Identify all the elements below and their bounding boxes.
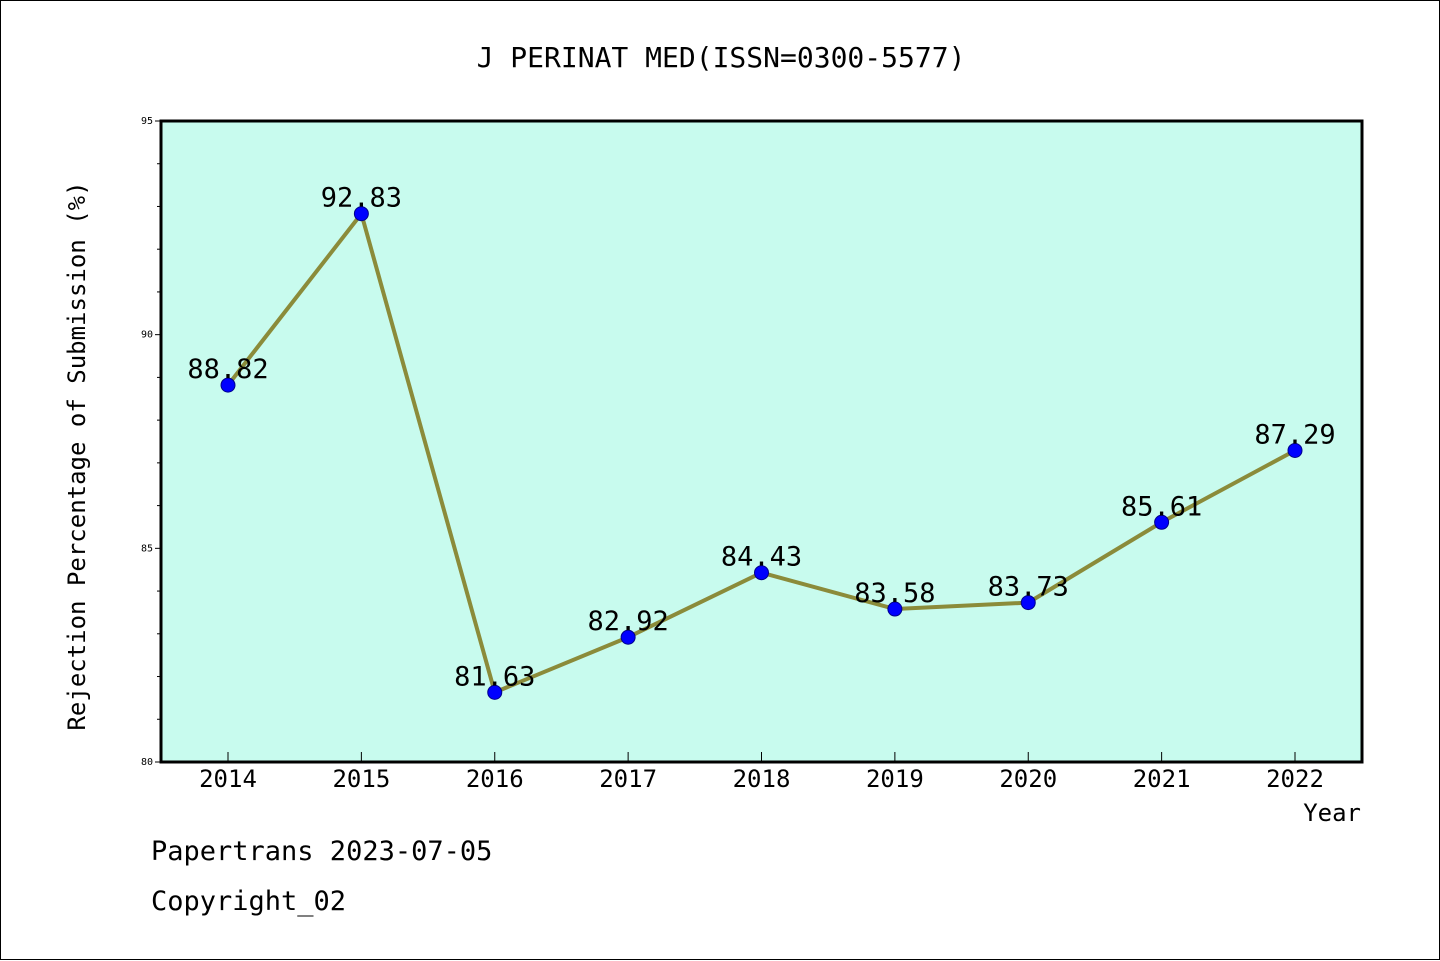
data-label: 87.29 [1254, 419, 1335, 450]
footer-date-line: Papertrans 2023-07-05 [151, 836, 493, 867]
data-point [220, 377, 236, 393]
y-axis-label: Rejection Percentage of Submission (%) [63, 181, 91, 730]
x-tick-label: 2017 [599, 765, 657, 793]
x-tick-label: 2015 [332, 765, 390, 793]
data-label: 84.43 [721, 542, 802, 573]
data-label: 92.83 [321, 183, 402, 214]
x-axis-ticks: 2014 2015 2016 2017 2018 2019 2020 2021 2022 [199, 752, 1324, 793]
marker-group [220, 206, 1303, 700]
data-label: 81.63 [454, 661, 535, 692]
x-tick-label: 2019 [866, 765, 924, 793]
x-axis-label: Year [1303, 799, 1361, 827]
x-tick-label: 2016 [466, 765, 524, 793]
data-point [1020, 595, 1036, 611]
data-point [887, 601, 903, 617]
y-axis-ticks: 80 85 90 95 [141, 116, 161, 768]
x-tick-label: 2021 [1133, 765, 1191, 793]
x-tick-label: 2014 [199, 765, 257, 793]
data-point [620, 629, 636, 645]
chart-title: J PERINAT MED(ISSN=0300-5577) [477, 41, 966, 74]
y-tick-label: 95 [141, 116, 153, 127]
x-tick-label: 2020 [999, 765, 1057, 793]
data-point [1287, 442, 1303, 458]
data-label: 83.58 [854, 578, 935, 609]
data-point [487, 684, 503, 700]
data-point [1154, 514, 1170, 530]
data-label: 82.92 [587, 606, 668, 637]
data-label: 83.73 [988, 572, 1069, 603]
data-point [353, 206, 369, 222]
y-tick-label: 85 [141, 543, 153, 554]
data-label-group: 88.82 92.83 81.63 82.92 84.43 83.58 83.73 85.61… [187, 183, 1335, 693]
data-label: 88.82 [187, 354, 268, 385]
footer-copyright-line: Copyright_02 [151, 886, 347, 917]
x-tick-label: 2022 [1266, 765, 1324, 793]
y-tick-label: 90 [141, 330, 153, 341]
plot-area [159, 119, 1364, 764]
data-point [754, 565, 769, 581]
x-tick-label: 2018 [733, 765, 791, 793]
y-tick-label: 80 [141, 757, 153, 768]
data-label: 85.61 [1121, 491, 1202, 522]
